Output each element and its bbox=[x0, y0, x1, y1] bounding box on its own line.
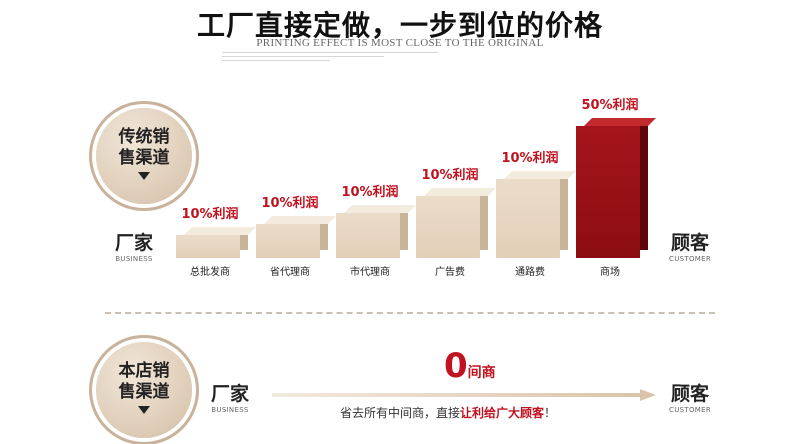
channel-bar bbox=[576, 118, 656, 258]
customer-en: CUSTOMER bbox=[669, 406, 711, 414]
factory-en: BUSINESS bbox=[211, 406, 249, 414]
stage-label: 总批发商 bbox=[190, 267, 230, 278]
factory-en: BUSINESS bbox=[115, 255, 153, 263]
stage-label: 省代理商 bbox=[270, 267, 310, 278]
customer-label-store: 顾客 CUSTOMER bbox=[660, 383, 720, 414]
stage-label: 广告费 bbox=[435, 267, 465, 278]
badge-line-2: 售渠道 bbox=[118, 148, 170, 168]
zero-middleman: 0间商 bbox=[444, 346, 554, 388]
traditional-channel-badge: 传统销 售渠道 bbox=[96, 108, 192, 204]
down-arrow-icon bbox=[138, 406, 150, 414]
stage-label: 通路费 bbox=[515, 267, 545, 278]
page-title: 工厂直接定做，一步到位的价格 bbox=[196, 9, 603, 42]
section-divider bbox=[105, 312, 715, 314]
badge-line-1: 本店销 bbox=[118, 361, 170, 381]
note-suffix: ！ bbox=[544, 406, 557, 420]
direct-arrow-icon bbox=[272, 389, 656, 401]
badge-line-1: 传统销 bbox=[118, 127, 170, 147]
profit-label: 10%利润 bbox=[261, 196, 319, 211]
direct-sale-note: 省去所有中间商，直接让利给广大顾客！ bbox=[340, 404, 640, 421]
profit-label: 10%利润 bbox=[181, 207, 239, 222]
zero-label: 间商 bbox=[467, 365, 496, 381]
fine-print-lines bbox=[222, 52, 582, 66]
stage-label: 商场 bbox=[600, 267, 620, 278]
page-subtitle: PRINTING EFFECT IS MOST CLOSE TO THE ORI… bbox=[256, 37, 544, 49]
stage-label: 市代理商 bbox=[350, 267, 390, 278]
zero-number: 0 bbox=[444, 346, 468, 386]
store-channel-badge: 本店销 售渠道 bbox=[96, 342, 192, 438]
customer-label: 顾客 CUSTOMER bbox=[660, 232, 720, 263]
customer-en: CUSTOMER bbox=[669, 255, 711, 263]
channel-bar bbox=[336, 205, 416, 258]
channel-bar bbox=[496, 171, 576, 258]
factory-zh: 厂家 bbox=[210, 383, 249, 405]
profit-label: 10%利润 bbox=[501, 151, 559, 166]
profit-label: 10%利润 bbox=[341, 185, 399, 200]
factory-label-store: 厂家 BUSINESS bbox=[200, 383, 260, 414]
channel-bar bbox=[416, 188, 496, 258]
channel-bar bbox=[176, 227, 256, 258]
note-highlight: 让利给广大顾客 bbox=[460, 406, 545, 420]
factory-label: 厂家 BUSINESS bbox=[104, 232, 164, 263]
factory-zh: 厂家 bbox=[114, 232, 153, 254]
customer-zh: 顾客 bbox=[670, 383, 709, 405]
profit-label: 10%利润 bbox=[421, 168, 479, 183]
down-arrow-icon bbox=[138, 172, 150, 180]
customer-zh: 顾客 bbox=[670, 232, 709, 254]
badge-line-2: 售渠道 bbox=[118, 382, 170, 402]
profit-label: 50%利润 bbox=[581, 98, 639, 113]
note-prefix: 省去所有中间商，直接 bbox=[340, 406, 461, 420]
channel-bar bbox=[256, 216, 336, 258]
